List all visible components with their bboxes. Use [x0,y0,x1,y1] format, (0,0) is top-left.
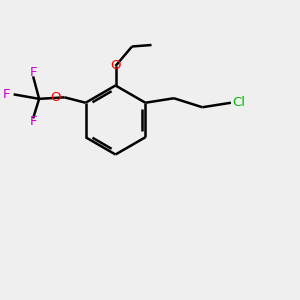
Text: O: O [50,91,61,104]
Text: F: F [29,116,37,128]
Text: O: O [110,59,121,72]
Text: F: F [2,88,10,101]
Text: F: F [29,66,37,79]
Text: Cl: Cl [232,96,245,109]
